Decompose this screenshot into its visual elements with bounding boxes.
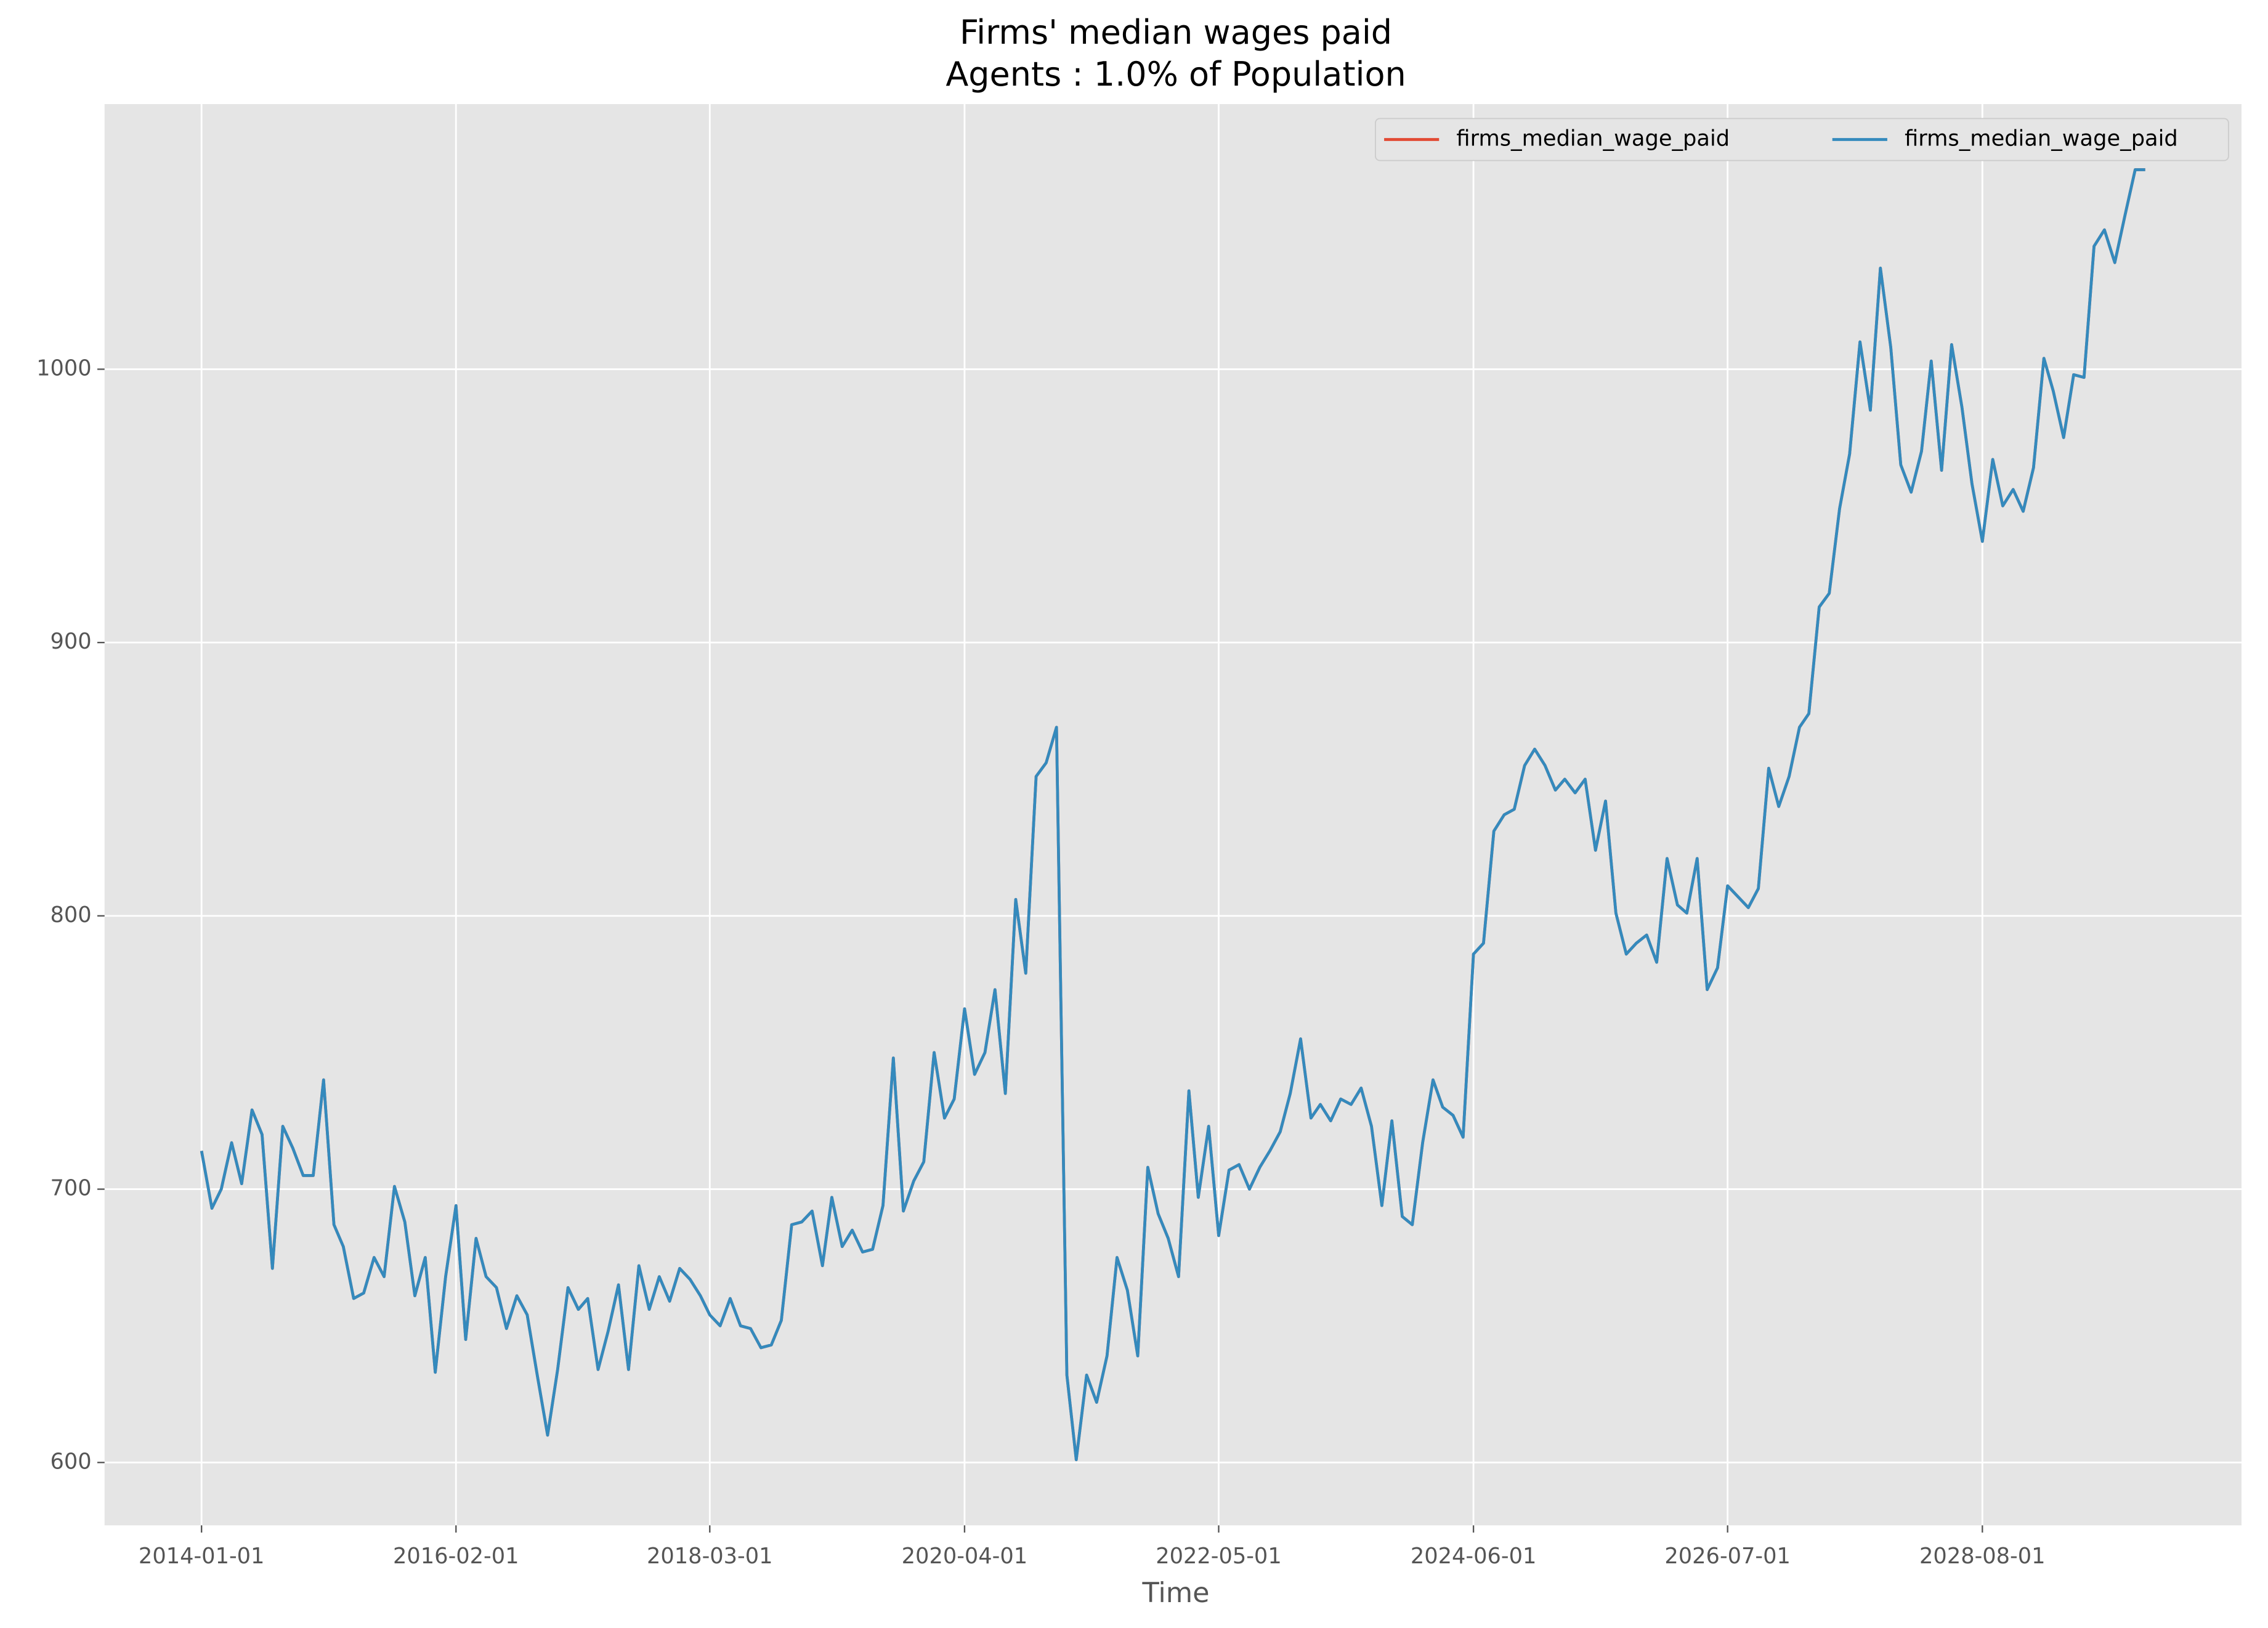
y-tick-label: 700 <box>50 1176 91 1201</box>
y-tick-label: 1000 <box>36 355 92 381</box>
x-tick-label: 2020-04-01 <box>902 1544 1028 1569</box>
x-tick-label: 2018-03-01 <box>647 1544 773 1569</box>
legend: firms_median_wage_paid firms_median_wage_… <box>1375 118 2229 161</box>
chart-subtitle: Agents : 1.0% of Population <box>946 55 1406 94</box>
x-axis-label: Time <box>1142 1577 1210 1609</box>
x-tick-label: 2016-02-01 <box>393 1544 519 1569</box>
lines <box>200 168 2145 1462</box>
legend-label: firms_median_wage_paid <box>1456 126 1730 152</box>
y-tick-label: 800 <box>50 902 91 928</box>
chart-title: Firms' median wages paid <box>960 13 1392 52</box>
legend-box <box>1375 118 2229 161</box>
series-line <box>200 168 2145 1462</box>
y-tick-label: 600 <box>50 1449 91 1474</box>
x-tick-label: 2026-07-01 <box>1664 1544 1790 1569</box>
x-tick-label: 2028-08-01 <box>1919 1544 2045 1569</box>
grid: 600 700 800 900 1000 2014-01-01 2016-02-01 2018… <box>36 104 2242 1569</box>
plot-background <box>104 104 2242 1526</box>
x-tick-label: 2014-01-01 <box>139 1544 265 1569</box>
y-tick-label: 900 <box>50 629 91 654</box>
x-tick-label: 2024-06-01 <box>1411 1544 1537 1569</box>
legend-label: firms_median_wage_paid <box>1905 126 2178 152</box>
x-tick-label: 2022-05-01 <box>1156 1544 1281 1569</box>
